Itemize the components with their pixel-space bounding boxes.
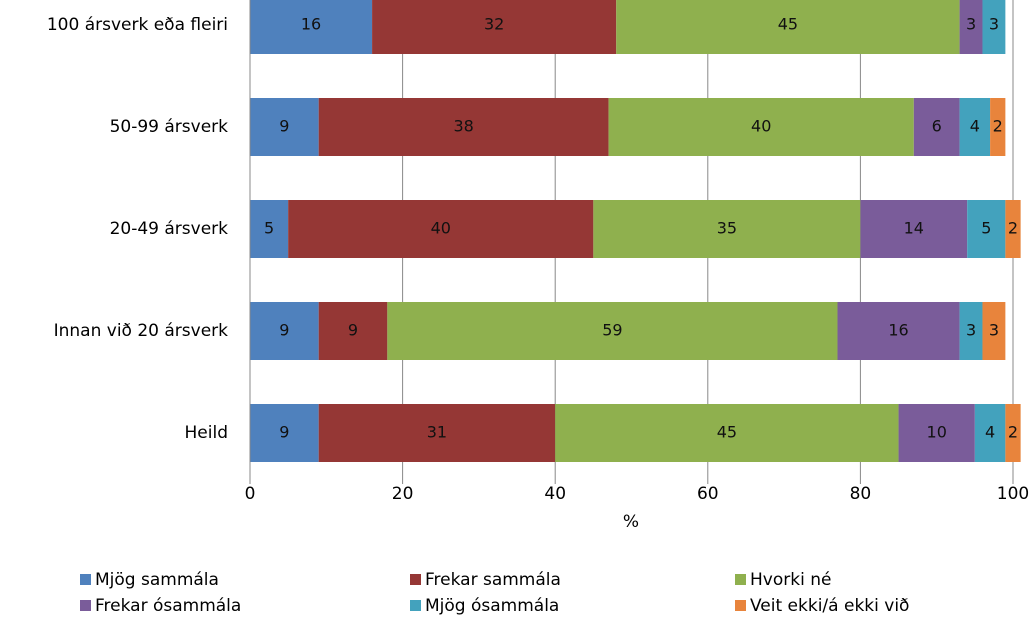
legend-swatch [80,600,91,611]
bar-segment [372,0,617,54]
bar-segment [288,200,594,258]
value-label: 16 [301,15,321,34]
bar-segment [608,98,914,156]
value-label: 59 [602,321,622,340]
value-label: 3 [966,15,976,34]
value-label: 35 [717,219,737,238]
bar-segment [959,98,991,156]
legend-swatch [410,600,421,611]
bar-segment [318,302,388,360]
value-label: 40 [751,117,771,136]
value-label: 3 [966,321,976,340]
bar-segment [250,404,319,462]
value-label: 10 [927,423,947,442]
bar-segment [913,98,960,156]
y-tick-label: 50-99 ársverk [110,117,229,137]
bar-segment [837,302,960,360]
value-label: 31 [427,423,447,442]
value-label: 3 [989,15,999,34]
value-label: 4 [985,423,995,442]
y-tick-label: 100 ársverk eða fleiri [47,15,228,35]
y-tick-label: 20-49 ársverk [110,219,229,239]
value-label: 9 [279,321,289,340]
x-tick-label: 40 [544,484,566,504]
legend-label: Frekar sammála [425,570,561,590]
bar-segment [990,98,1006,156]
value-label: 40 [431,219,451,238]
legend-swatch [410,574,421,585]
value-label: 38 [453,117,473,136]
bar-segment [250,0,373,54]
y-tick-label: Heild [185,423,228,443]
bar-segment [387,302,838,360]
bar-segment [318,98,609,156]
legend-swatch [80,574,91,585]
legend-swatch [735,600,746,611]
value-label: 2 [1008,219,1018,238]
value-label: 45 [778,15,798,34]
bar-segment [250,302,319,360]
value-label: 5 [264,219,274,238]
bar-segment [898,404,975,462]
value-label: 9 [348,321,358,340]
value-label: 9 [279,117,289,136]
value-label: 6 [932,117,942,136]
value-label: 4 [970,117,980,136]
value-label: 5 [981,219,991,238]
value-label: 45 [717,423,737,442]
bar-segment [982,302,1006,360]
value-label: 32 [484,15,504,34]
bar-segment [959,302,983,360]
bar-segment [974,404,1006,462]
x-tick-label: 60 [697,484,719,504]
bar-segment [616,0,960,54]
value-label: 9 [279,423,289,442]
value-label: 14 [904,219,924,238]
legend-label: Mjög sammála [95,570,219,590]
bar-segment [593,200,861,258]
x-axis-label: % [623,512,639,532]
value-label: 16 [888,321,908,340]
legend-swatch [735,574,746,585]
x-tick-label: 0 [245,484,256,504]
bar-segment [1005,404,1021,462]
y-tick-label: Innan við 20 ársverk [54,321,229,341]
x-tick-label: 100 [997,484,1029,504]
bar-segment [555,404,899,462]
x-tick-label: 20 [392,484,414,504]
value-label: 3 [989,321,999,340]
bar-segment [250,98,319,156]
bar-segment [860,200,968,258]
legend-label: Frekar ósammála [95,596,241,616]
legend-label: Mjög ósammála [425,596,559,616]
bar-segment [1005,200,1021,258]
bar-segment [967,200,1006,258]
x-tick-label: 80 [850,484,872,504]
bar-segment [959,0,983,54]
legend-label: Hvorki né [750,570,831,590]
value-label: 2 [1008,423,1018,442]
legend-label: Veit ekki/á ekki við [750,596,909,616]
bar-segment [318,404,556,462]
bar-segment [982,0,1006,54]
value-label: 2 [993,117,1003,136]
bar-segment [250,200,289,258]
